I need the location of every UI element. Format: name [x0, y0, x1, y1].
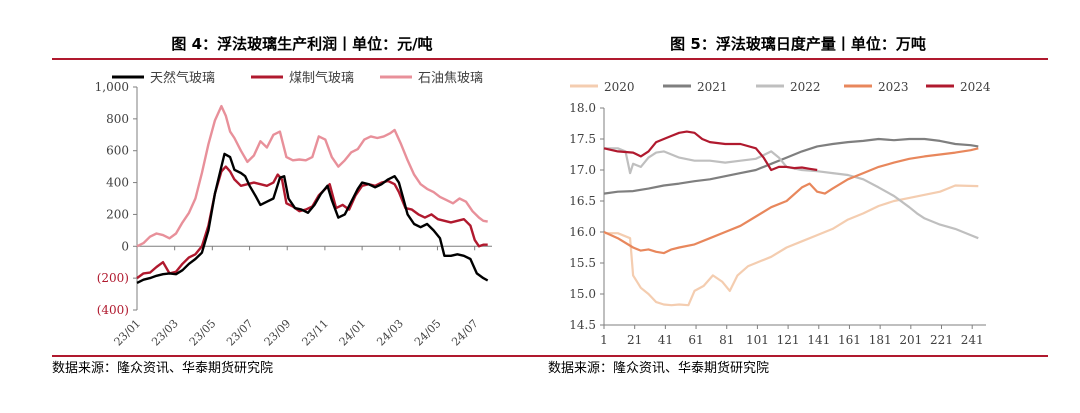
x-tick-label: 121	[777, 333, 800, 347]
legend-label: 2023	[878, 80, 909, 94]
y-tick-label: 200	[106, 207, 129, 221]
x-tick-label: 61	[688, 333, 703, 347]
x-tick-label: 1	[600, 333, 608, 347]
legend-label: 2020	[604, 80, 635, 94]
y-tick-label: (200)	[97, 271, 129, 285]
title-rule	[548, 58, 1048, 60]
x-tick-label: 23/07	[224, 317, 256, 349]
x-tick-label: 23/03	[149, 317, 181, 349]
chart-panel-profit: 图 4：浮法玻璃生产利润丨单位：元/吨 (400) (200) 0 200 400 600…	[52, 0, 552, 413]
y-tick-label: 15.5	[569, 256, 596, 270]
y-tick-label: 0	[121, 239, 129, 253]
x-tick-label: 81	[719, 333, 734, 347]
y-tick-label: 400	[106, 176, 129, 190]
y-tick-label: 800	[106, 112, 129, 126]
output-chart-svg: 14.515.015.516.016.517.017.518.01 21 41 61 8…	[569, 80, 991, 347]
y-tick-label: (400)	[97, 303, 129, 317]
x-tick-label: 24/03	[374, 317, 406, 349]
x-tick-label: 221	[930, 333, 953, 347]
y-tick-label: 16.5	[569, 194, 596, 208]
legend-label: 2021	[697, 80, 728, 94]
series-line	[136, 165, 488, 280]
x-tick-label: 241	[961, 333, 984, 347]
series-line	[603, 147, 979, 255]
x-tick-label: 24/01	[337, 317, 369, 349]
series-line	[604, 147, 979, 240]
y-tick-label: 16.0	[569, 225, 596, 239]
chart-panel-output: 图 5：浮法玻璃日度产量丨单位：万吨 14.5 15.0 15.5 16.0 16.5 1…	[548, 0, 1048, 413]
series-line	[136, 104, 488, 248]
x-tick-label: 181	[869, 333, 892, 347]
y-tick-label: 15.0	[569, 287, 596, 301]
x-tick-label: 23/09	[262, 317, 294, 349]
y-tick-label: 600	[106, 144, 129, 158]
x-tick-label: 24/07	[449, 317, 481, 349]
x-tick-label: 141	[807, 333, 830, 347]
x-tick-label: 41	[658, 333, 673, 347]
legend-label: 2022	[790, 80, 821, 94]
source-note-right: 数据来源：隆众资讯、华泰期货研究院	[548, 361, 770, 376]
title-rule	[52, 58, 552, 60]
y-tick-label: 14.5	[569, 318, 596, 332]
x-tick-label: 101	[746, 333, 769, 347]
x-tick-label: 201	[899, 333, 922, 347]
x-tick-label: 161	[838, 333, 861, 347]
x-tick-label: 21	[627, 333, 642, 347]
source-rule	[548, 355, 1048, 357]
x-tick-label: 23/05	[187, 317, 219, 349]
x-tick-label: 23/01	[112, 317, 144, 349]
series-line	[136, 152, 489, 284]
chart-title-profit: 图 4：浮法玻璃生产利润丨单位：元/吨	[171, 35, 433, 53]
x-tick-label: 23/11	[299, 317, 331, 349]
source-note-left: 数据来源：隆众资讯、华泰期货研究院	[52, 361, 274, 376]
y-tick-label: 17.0	[569, 163, 596, 177]
legend-label: 天然气玻璃	[150, 70, 215, 86]
legend-label: 2024	[960, 80, 991, 94]
y-tick-label: 17.5	[569, 132, 596, 146]
y-tick-label: 1,000	[95, 80, 129, 94]
legend-label: 石油焦玻璃	[418, 71, 483, 86]
legend-label: 煤制气玻璃	[289, 70, 354, 86]
y-tick-label: 18.0	[569, 101, 596, 115]
series-line	[603, 137, 979, 195]
series-line	[603, 130, 818, 172]
x-tick-label: 24/05	[412, 317, 444, 349]
series-line	[604, 184, 979, 307]
chart-title-output: 图 5：浮法玻璃日度产量丨单位：万吨	[670, 35, 926, 53]
source-rule	[52, 355, 552, 357]
